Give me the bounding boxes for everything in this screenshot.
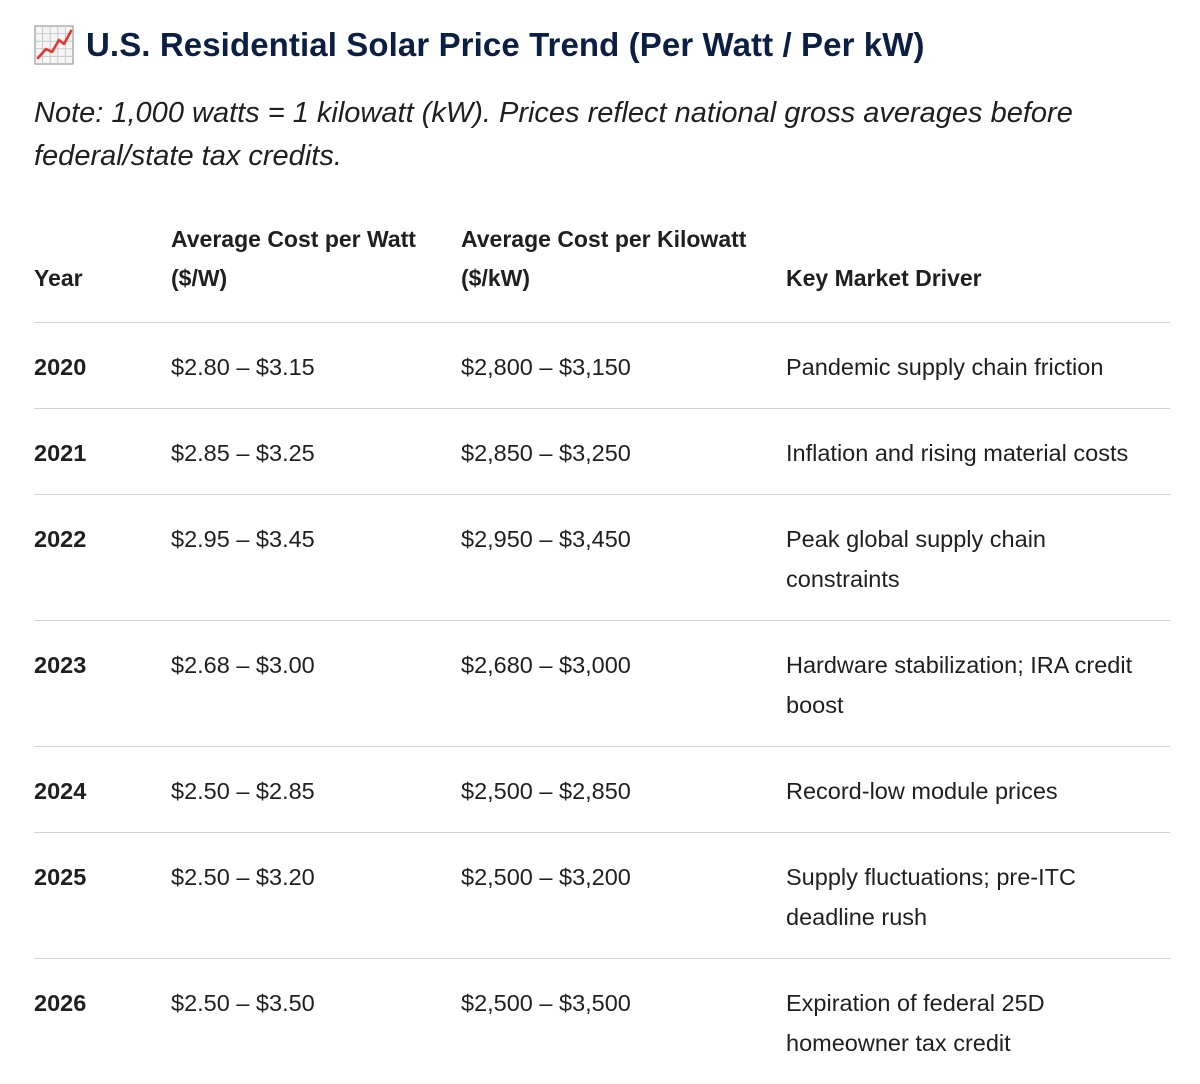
cost-per-watt-cell: $2.95 – $3.45 <box>171 495 461 621</box>
year-cell: 2023 <box>34 621 171 747</box>
cost-per-watt-cell: $2.68 – $3.00 <box>171 621 461 747</box>
cost-per-watt-cell: $2.85 – $3.25 <box>171 409 461 495</box>
column-header-cost-per-kilowatt: Average Cost per Kilowatt ($/kW) <box>461 220 786 323</box>
table-row: 2023 $2.68 – $3.00 $2,680 – $3,000 Hardw… <box>34 621 1170 747</box>
year-cell: 2026 <box>34 959 171 1084</box>
market-driver-cell: Expiration of federal 25D homeowner tax … <box>786 959 1170 1084</box>
market-driver-cell: Peak global supply chain constraints <box>786 495 1170 621</box>
market-driver-cell: Supply fluctuations; pre-ITC deadline ru… <box>786 833 1170 959</box>
market-driver-cell: Pandemic supply chain friction <box>786 323 1170 409</box>
year-cell: 2022 <box>34 495 171 621</box>
table-header-row: Year Average Cost per Watt ($/W) Average… <box>34 220 1170 323</box>
cost-per-watt-cell: $2.50 – $2.85 <box>171 747 461 833</box>
note-text: Note: 1,000 watts = 1 kilowatt (kW). Pri… <box>34 92 1134 178</box>
year-cell: 2020 <box>34 323 171 409</box>
price-table: Year Average Cost per Watt ($/W) Average… <box>34 220 1170 1084</box>
table-row: 2026 $2.50 – $3.50 $2,500 – $3,500 Expir… <box>34 959 1170 1084</box>
cost-per-kilowatt-cell: $2,500 – $3,200 <box>461 833 786 959</box>
year-cell: 2024 <box>34 747 171 833</box>
cost-per-watt-cell: $2.50 – $3.50 <box>171 959 461 1084</box>
cost-per-kilowatt-cell: $2,800 – $3,150 <box>461 323 786 409</box>
column-header-market-driver: Key Market Driver <box>786 220 1170 323</box>
table-row: 2020 $2.80 – $3.15 $2,800 – $3,150 Pande… <box>34 323 1170 409</box>
table-row: 2021 $2.85 – $3.25 $2,850 – $3,250 Infla… <box>34 409 1170 495</box>
cost-per-watt-cell: $2.80 – $3.15 <box>171 323 461 409</box>
cost-per-kilowatt-cell: $2,500 – $3,500 <box>461 959 786 1084</box>
cost-per-kilowatt-cell: $2,680 – $3,000 <box>461 621 786 747</box>
chart-increasing-icon <box>34 25 74 65</box>
year-cell: 2021 <box>34 409 171 495</box>
column-header-cost-per-watt: Average Cost per Watt ($/W) <box>171 220 461 323</box>
cost-per-kilowatt-cell: $2,500 – $2,850 <box>461 747 786 833</box>
page-title: U.S. Residential Solar Price Trend (Per … <box>86 26 925 64</box>
market-driver-cell: Inflation and rising material costs <box>786 409 1170 495</box>
title-row: U.S. Residential Solar Price Trend (Per … <box>34 22 925 68</box>
cost-per-kilowatt-cell: $2,950 – $3,450 <box>461 495 786 621</box>
table-row: 2025 $2.50 – $3.20 $2,500 – $3,200 Suppl… <box>34 833 1170 959</box>
cost-per-kilowatt-cell: $2,850 – $3,250 <box>461 409 786 495</box>
table-row: 2022 $2.95 – $3.45 $2,950 – $3,450 Peak … <box>34 495 1170 621</box>
market-driver-cell: Hardware stabilization; IRA credit boost <box>786 621 1170 747</box>
column-header-year: Year <box>34 220 171 323</box>
market-driver-cell: Record-low module prices <box>786 747 1170 833</box>
table-row: 2024 $2.50 – $2.85 $2,500 – $2,850 Recor… <box>34 747 1170 833</box>
year-cell: 2025 <box>34 833 171 959</box>
cost-per-watt-cell: $2.50 – $3.20 <box>171 833 461 959</box>
